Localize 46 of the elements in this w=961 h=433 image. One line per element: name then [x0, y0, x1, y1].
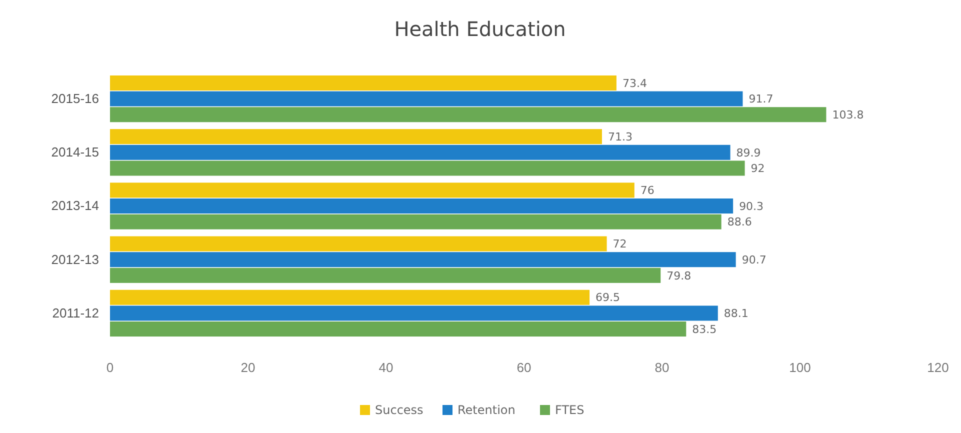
y-tick-label: 2011-12 [52, 305, 99, 320]
data-label: 73.4 [622, 76, 647, 90]
bar [110, 198, 734, 214]
x-tick-label: 80 [654, 360, 670, 376]
y-tick-label: 2015-16 [51, 90, 99, 106]
bar [110, 290, 590, 305]
x-tick-label: 60 [516, 360, 532, 376]
legend-label: Retention [458, 403, 516, 418]
bar [110, 214, 722, 230]
data-label: 83.5 [692, 322, 717, 336]
bar [110, 306, 718, 321]
bar [110, 91, 743, 106]
x-tick-label: 120 [927, 360, 949, 376]
bar [110, 322, 686, 337]
y-tick-label: 2012-13 [51, 252, 99, 267]
chart-title: Health Education [394, 17, 566, 41]
bar [110, 160, 745, 176]
bar [110, 252, 736, 268]
y-tick-label: 2013-14 [51, 198, 99, 214]
data-label: 72 [612, 238, 627, 251]
y-tick-label: 2014-15 [51, 144, 99, 160]
data-label: 79.8 [666, 269, 692, 282]
data-label: 71.3 [608, 130, 632, 144]
bar [110, 75, 616, 90]
bar [110, 144, 730, 160]
bar [110, 182, 634, 198]
bar [110, 107, 826, 122]
x-tick-label: 100 [789, 360, 811, 376]
data-label: 88.1 [724, 307, 748, 320]
data-label: 90.7 [742, 253, 766, 266]
legend-label: FTES [555, 403, 584, 418]
x-tick-label: 20 [240, 360, 256, 376]
data-label: 89.9 [736, 146, 761, 160]
legend-label: Success [375, 403, 424, 418]
data-label: 88.6 [727, 216, 752, 229]
data-label: 90.3 [739, 200, 764, 213]
data-label: 76 [640, 184, 654, 198]
bar [110, 236, 607, 252]
bar [110, 129, 602, 144]
bar [110, 268, 661, 283]
x-tick-label: 0 [106, 360, 114, 376]
data-label: 69.5 [596, 291, 620, 304]
data-label: 91.7 [748, 92, 774, 106]
data-label: 103.8 [832, 108, 864, 122]
data-label: 92 [750, 162, 765, 176]
x-tick-label: 40 [378, 360, 394, 376]
